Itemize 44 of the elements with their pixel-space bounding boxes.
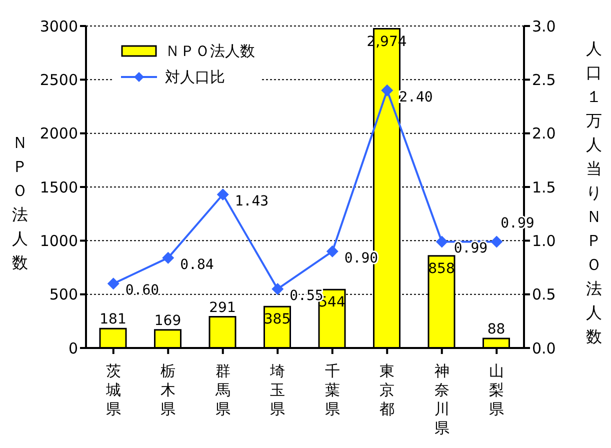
- y2-tick-label: 0.5: [532, 286, 556, 304]
- y-tick-label: 2500: [40, 70, 78, 89]
- data-label: 1.43: [234, 194, 269, 210]
- point: [107, 278, 120, 290]
- point: [436, 236, 448, 248]
- x-tick-label: 神奈川県: [434, 362, 450, 437]
- x-tick-label: 栃木県: [160, 362, 176, 418]
- text: 人口１万人当りＮＰＯ法人数: [586, 39, 602, 346]
- data-label: 0.99: [454, 240, 488, 257]
- y-tick-label: 3000: [40, 17, 78, 36]
- y2-tick-label: 3.0: [532, 17, 556, 36]
- y2-tick-label: 2.5: [532, 70, 556, 89]
- data-label: 291: [209, 300, 236, 316]
- point: [162, 252, 174, 264]
- y-tick-label: 2000: [40, 124, 78, 143]
- data-label: 88: [487, 322, 506, 338]
- x-tick-label: 埼玉県: [269, 362, 286, 418]
- data-label: 169: [154, 312, 182, 329]
- x-tick-label: 群馬県: [214, 362, 230, 418]
- point: [381, 84, 394, 96]
- data-label: 858: [428, 260, 455, 277]
- data-label: 0.84: [180, 256, 214, 273]
- y-tick-label: 1500: [40, 178, 78, 196]
- point: [326, 245, 338, 258]
- y-tick-label: 0: [68, 339, 78, 358]
- x-tick-label: 茨城県: [104, 362, 121, 418]
- x-tick-label: 山梨県: [489, 362, 504, 418]
- point: [490, 236, 503, 248]
- y-tick-label: 500: [49, 286, 78, 304]
- y2-tick-label: 1.5: [532, 178, 556, 196]
- y-tick-label: 1000: [40, 232, 78, 250]
- legend-label: ＮＰＯ法人数: [165, 42, 255, 60]
- y2-tick-label: 1.0: [532, 232, 556, 250]
- y2-tick-label: 2.0: [532, 124, 556, 143]
- data-label: 385: [264, 312, 291, 328]
- x-tick-label: 千葉県: [324, 362, 340, 418]
- point: [272, 282, 284, 295]
- legend-label: 対人口比: [165, 68, 225, 86]
- y-axis-title: ＮＰＯ法人数: [12, 133, 28, 272]
- data-label: 181: [100, 312, 126, 328]
- data-label: 0.60: [125, 282, 160, 299]
- x-tick-label: 東京都: [380, 362, 395, 418]
- point: [216, 188, 229, 201]
- y2-tick-label: 0.0: [532, 339, 556, 358]
